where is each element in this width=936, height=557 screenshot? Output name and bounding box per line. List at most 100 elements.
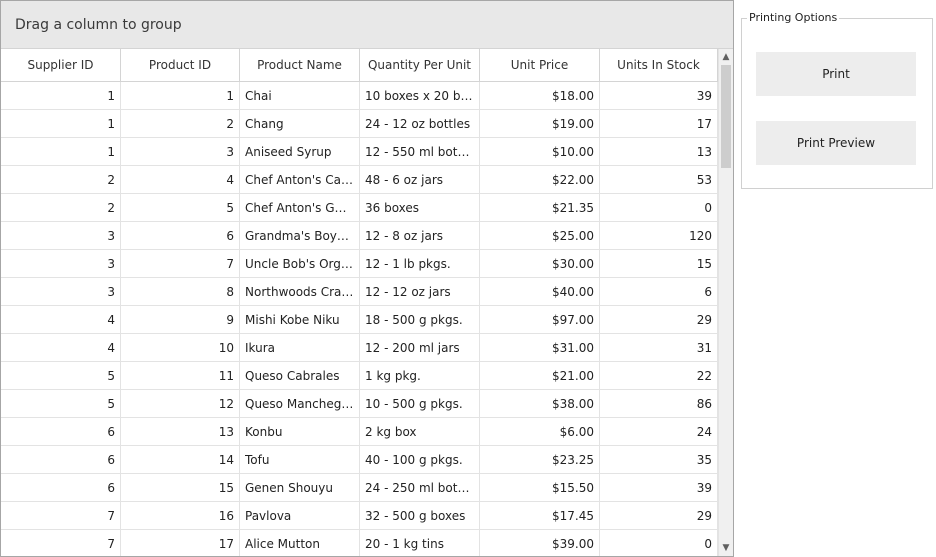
cell-quantity-per-unit[interactable]: 2 kg box bbox=[360, 418, 480, 445]
cell-product-id[interactable]: 3 bbox=[121, 138, 240, 165]
cell-product-id[interactable]: 9 bbox=[121, 306, 240, 333]
cell-supplier-id[interactable]: 6 bbox=[1, 474, 121, 501]
cell-product-name[interactable]: Chef Anton's Gum... bbox=[240, 194, 360, 221]
cell-unit-price[interactable]: $19.00 bbox=[480, 110, 600, 137]
cell-units-in-stock[interactable]: 15 bbox=[600, 250, 718, 277]
cell-unit-price[interactable]: $18.00 bbox=[480, 82, 600, 109]
table-row[interactable]: 1 3 Aniseed Syrup 12 - 550 ml bottles $10.00… bbox=[1, 138, 733, 166]
cell-product-id[interactable]: 11 bbox=[121, 362, 240, 389]
cell-supplier-id[interactable]: 2 bbox=[1, 194, 121, 221]
cell-product-id[interactable]: 14 bbox=[121, 446, 240, 473]
cell-supplier-id[interactable]: 2 bbox=[1, 166, 121, 193]
column-header-supplier-id[interactable]: Supplier ID bbox=[1, 49, 121, 81]
cell-product-id[interactable]: 2 bbox=[121, 110, 240, 137]
cell-unit-price[interactable]: $6.00 bbox=[480, 418, 600, 445]
column-header-product-name[interactable]: Product Name bbox=[240, 49, 360, 81]
cell-quantity-per-unit[interactable]: 1 kg pkg. bbox=[360, 362, 480, 389]
cell-units-in-stock[interactable]: 35 bbox=[600, 446, 718, 473]
cell-units-in-stock[interactable]: 17 bbox=[600, 110, 718, 137]
cell-quantity-per-unit[interactable]: 36 boxes bbox=[360, 194, 480, 221]
cell-quantity-per-unit[interactable]: 10 boxes x 20 bags bbox=[360, 82, 480, 109]
table-row[interactable]: 4 10 Ikura 12 - 200 ml jars $31.00 31 bbox=[1, 334, 733, 362]
cell-quantity-per-unit[interactable]: 12 - 550 ml bottles bbox=[360, 138, 480, 165]
table-row[interactable]: 5 12 Queso Manchego... 10 - 500 g pkgs. $38.… bbox=[1, 390, 733, 418]
table-row[interactable]: 7 16 Pavlova 32 - 500 g boxes $17.45 29 bbox=[1, 502, 733, 530]
cell-unit-price[interactable]: $31.00 bbox=[480, 334, 600, 361]
column-header-units-in-stock[interactable]: Units In Stock bbox=[600, 49, 718, 81]
cell-unit-price[interactable]: $22.00 bbox=[480, 166, 600, 193]
cell-quantity-per-unit[interactable]: 32 - 500 g boxes bbox=[360, 502, 480, 529]
table-row[interactable]: 6 14 Tofu 40 - 100 g pkgs. $23.25 35 bbox=[1, 446, 733, 474]
cell-product-id[interactable]: 13 bbox=[121, 418, 240, 445]
cell-unit-price[interactable]: $15.50 bbox=[480, 474, 600, 501]
cell-units-in-stock[interactable]: 6 bbox=[600, 278, 718, 305]
cell-unit-price[interactable]: $97.00 bbox=[480, 306, 600, 333]
cell-supplier-id[interactable]: 3 bbox=[1, 250, 121, 277]
cell-units-in-stock[interactable]: 13 bbox=[600, 138, 718, 165]
cell-unit-price[interactable]: $30.00 bbox=[480, 250, 600, 277]
cell-product-name[interactable]: Ikura bbox=[240, 334, 360, 361]
cell-supplier-id[interactable]: 5 bbox=[1, 390, 121, 417]
cell-unit-price[interactable]: $21.35 bbox=[480, 194, 600, 221]
cell-supplier-id[interactable]: 4 bbox=[1, 334, 121, 361]
cell-product-name[interactable]: Queso Cabrales bbox=[240, 362, 360, 389]
cell-units-in-stock[interactable]: 53 bbox=[600, 166, 718, 193]
cell-supplier-id[interactable]: 1 bbox=[1, 138, 121, 165]
table-row[interactable]: 2 5 Chef Anton's Gum... 36 boxes $21.35 0 bbox=[1, 194, 733, 222]
cell-product-id[interactable]: 16 bbox=[121, 502, 240, 529]
cell-unit-price[interactable]: $39.00 bbox=[480, 530, 600, 556]
cell-supplier-id[interactable]: 1 bbox=[1, 82, 121, 109]
cell-product-name[interactable]: Queso Manchego... bbox=[240, 390, 360, 417]
cell-supplier-id[interactable]: 3 bbox=[1, 222, 121, 249]
cell-product-name[interactable]: Mishi Kobe Niku bbox=[240, 306, 360, 333]
cell-units-in-stock[interactable]: 0 bbox=[600, 530, 718, 556]
table-row[interactable]: 3 8 Northwoods Cran... 12 - 12 oz jars $40.0… bbox=[1, 278, 733, 306]
scrollbar-thumb[interactable] bbox=[721, 65, 731, 168]
column-header-quantity-per-unit[interactable]: Quantity Per Unit bbox=[360, 49, 480, 81]
cell-product-name[interactable]: Chang bbox=[240, 110, 360, 137]
cell-product-name[interactable]: Tofu bbox=[240, 446, 360, 473]
cell-product-id[interactable]: 4 bbox=[121, 166, 240, 193]
cell-product-name[interactable]: Chai bbox=[240, 82, 360, 109]
table-row[interactable]: 1 1 Chai 10 boxes x 20 bags $18.00 39 bbox=[1, 82, 733, 110]
cell-product-id[interactable]: 15 bbox=[121, 474, 240, 501]
table-row[interactable]: 5 11 Queso Cabrales 1 kg pkg. $21.00 22 bbox=[1, 362, 733, 390]
cell-product-id[interactable]: 10 bbox=[121, 334, 240, 361]
cell-supplier-id[interactable]: 5 bbox=[1, 362, 121, 389]
cell-supplier-id[interactable]: 6 bbox=[1, 446, 121, 473]
scroll-up-icon[interactable]: ▲ bbox=[722, 52, 730, 62]
cell-product-name[interactable]: Alice Mutton bbox=[240, 530, 360, 556]
cell-unit-price[interactable]: $17.45 bbox=[480, 502, 600, 529]
cell-product-name[interactable]: Chef Anton's Caju... bbox=[240, 166, 360, 193]
table-row[interactable]: 2 4 Chef Anton's Caju... 48 - 6 oz jars $22.… bbox=[1, 166, 733, 194]
cell-quantity-per-unit[interactable]: 12 - 1 lb pkgs. bbox=[360, 250, 480, 277]
table-row[interactable]: 1 2 Chang 24 - 12 oz bottles $19.00 17 bbox=[1, 110, 733, 138]
group-panel[interactable]: Drag a column to group bbox=[1, 1, 733, 49]
cell-quantity-per-unit[interactable]: 40 - 100 g pkgs. bbox=[360, 446, 480, 473]
cell-product-id[interactable]: 17 bbox=[121, 530, 240, 556]
cell-supplier-id[interactable]: 6 bbox=[1, 418, 121, 445]
cell-units-in-stock[interactable]: 29 bbox=[600, 306, 718, 333]
cell-units-in-stock[interactable]: 22 bbox=[600, 362, 718, 389]
cell-supplier-id[interactable]: 3 bbox=[1, 278, 121, 305]
cell-product-id[interactable]: 8 bbox=[121, 278, 240, 305]
cell-quantity-per-unit[interactable]: 12 - 8 oz jars bbox=[360, 222, 480, 249]
cell-product-name[interactable]: Konbu bbox=[240, 418, 360, 445]
column-header-product-id[interactable]: Product ID bbox=[121, 49, 240, 81]
cell-product-id[interactable]: 5 bbox=[121, 194, 240, 221]
cell-units-in-stock[interactable]: 120 bbox=[600, 222, 718, 249]
print-preview-button[interactable]: Print Preview bbox=[756, 121, 916, 165]
vertical-scrollbar[interactable]: ▲ ▼ bbox=[718, 49, 733, 556]
cell-unit-price[interactable]: $23.25 bbox=[480, 446, 600, 473]
cell-unit-price[interactable]: $40.00 bbox=[480, 278, 600, 305]
cell-quantity-per-unit[interactable]: 12 - 200 ml jars bbox=[360, 334, 480, 361]
cell-product-id[interactable]: 7 bbox=[121, 250, 240, 277]
cell-supplier-id[interactable]: 1 bbox=[1, 110, 121, 137]
cell-product-id[interactable]: 6 bbox=[121, 222, 240, 249]
cell-quantity-per-unit[interactable]: 48 - 6 oz jars bbox=[360, 166, 480, 193]
cell-units-in-stock[interactable]: 39 bbox=[600, 474, 718, 501]
cell-units-in-stock[interactable]: 31 bbox=[600, 334, 718, 361]
cell-units-in-stock[interactable]: 39 bbox=[600, 82, 718, 109]
cell-product-id[interactable]: 1 bbox=[121, 82, 240, 109]
products-grid[interactable]: Drag a column to group Supplier ID Produ… bbox=[0, 0, 734, 557]
